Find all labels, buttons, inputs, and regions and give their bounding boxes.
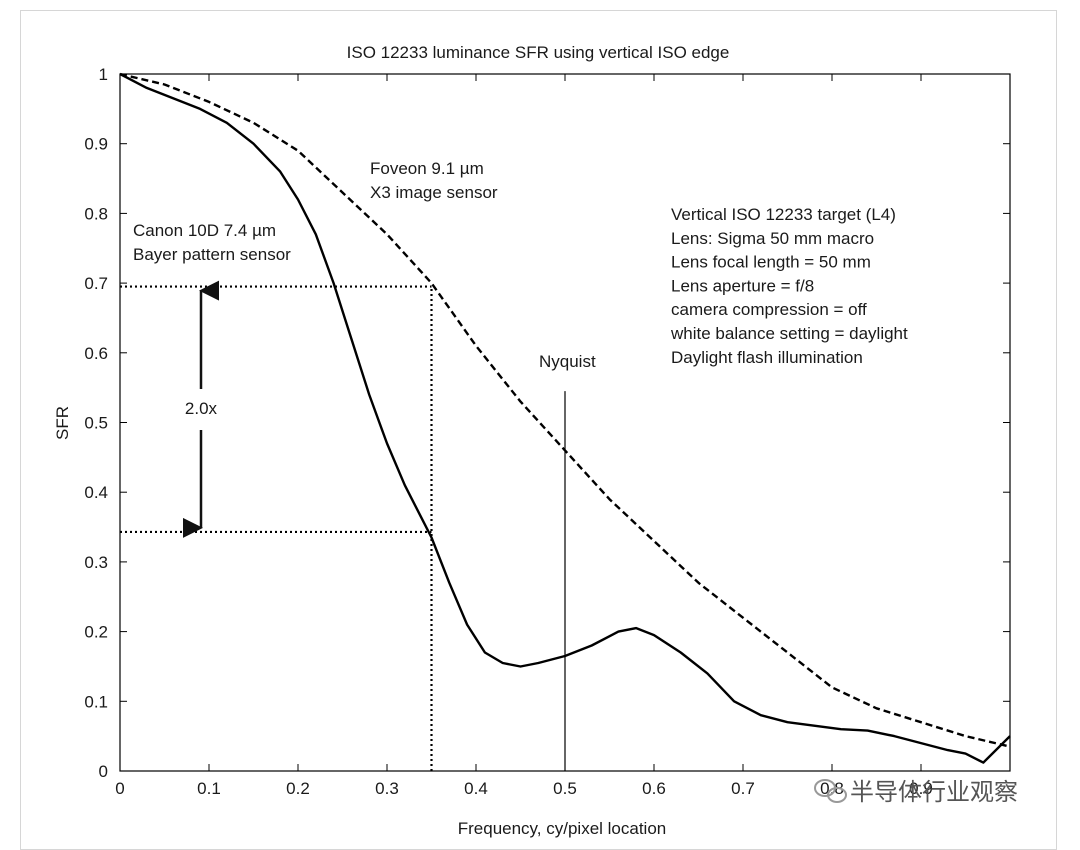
watermark: 半导体行业观察 — [814, 779, 1018, 806]
y-tick-label: 0.2 — [84, 623, 108, 642]
nyquist-label: Nyquist — [539, 352, 596, 371]
info-line: camera compression = off — [671, 300, 867, 319]
series-line-canon — [119, 72, 1011, 764]
y-tick-label: 0.7 — [84, 274, 108, 293]
info-line: Lens focal length = 50 mm — [671, 253, 871, 272]
y-tick-label: 0.6 — [84, 344, 108, 363]
info-line: Lens aperture = f/8 — [671, 276, 814, 295]
x-tick-label: 0.5 — [553, 779, 577, 798]
y-tick-label: 0.5 — [84, 414, 108, 433]
x-tick-label: 0.2 — [286, 779, 310, 798]
canon-label-line: Canon 10D 7.4 µm — [133, 221, 276, 240]
annotations: Canon 10D 7.4 µm Bayer pattern sensor Fove… — [133, 159, 908, 538]
ratio-label: 2.0x — [185, 399, 218, 418]
foveon-label-line: Foveon 9.1 µm — [370, 159, 484, 178]
y-tick-label: 0 — [99, 762, 108, 781]
x-tick-label: 0.3 — [375, 779, 399, 798]
x-tick-label: 0.7 — [731, 779, 755, 798]
chart-title: ISO 12233 luminance SFR using vertical I… — [347, 43, 730, 62]
watermark-text: 半导体行业观察 — [850, 779, 1018, 806]
info-line: Vertical ISO 12233 target (L4) — [671, 205, 896, 224]
reference-lines — [120, 285, 566, 771]
y-tick-label: 0.3 — [84, 553, 108, 572]
x-tick-label: 0.4 — [464, 779, 488, 798]
info-line: Daylight flash illumination — [671, 348, 863, 367]
x-axis-label: Frequency, cy/pixel location — [458, 819, 667, 838]
canon-label-line: Bayer pattern sensor — [133, 245, 291, 264]
x-tick-label: 0 — [115, 779, 124, 798]
axis-ticks: 0 0.1 0.2 0.3 0.4 0.5 0.6 0.7 0.8 0.9 0 0.1 0.2 0.3 0.… — [84, 65, 1010, 798]
x-tick-label: 0.1 — [197, 779, 221, 798]
info-line: Lens: Sigma 50 mm macro — [671, 229, 874, 248]
info-line: white balance setting = daylight — [670, 324, 908, 343]
y-tick-label: 0.1 — [84, 692, 108, 711]
y-tick-label: 0.9 — [84, 135, 108, 154]
wechat-icon — [814, 779, 847, 803]
y-tick-label: 1 — [99, 65, 108, 84]
foveon-label-line: X3 image sensor — [370, 183, 498, 202]
x-tick-label: 0.6 — [642, 779, 666, 798]
x-tick-label: 0.9 — [909, 779, 933, 798]
series-line-foveon — [119, 72, 1011, 748]
y-tick-label: 0.4 — [84, 483, 108, 502]
series-group — [119, 72, 1011, 764]
y-axis-label: SFR — [53, 406, 72, 440]
y-tick-label: 0.8 — [84, 204, 108, 223]
